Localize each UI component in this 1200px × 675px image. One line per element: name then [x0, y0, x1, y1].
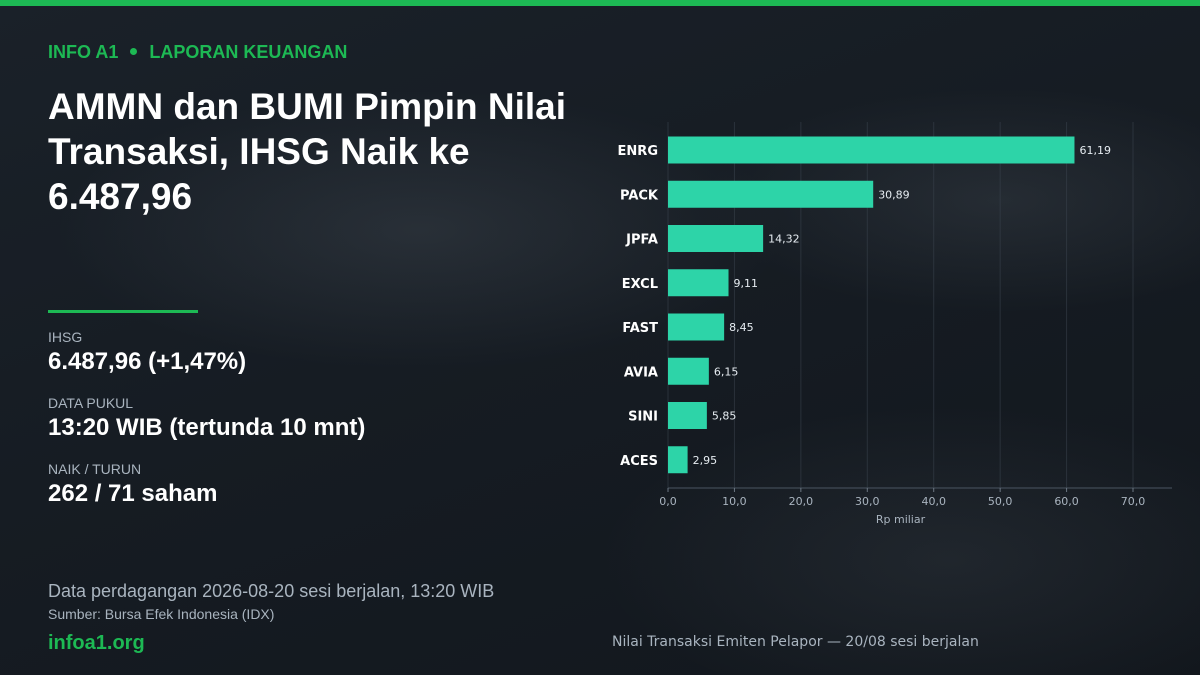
- data-label: 61,19: [1079, 144, 1111, 157]
- time-label: DATA PUKUL: [48, 395, 134, 411]
- bar: [668, 402, 707, 429]
- bar: [668, 269, 729, 297]
- x-tick-label: 20,0: [789, 495, 814, 508]
- site-link[interactable]: infoa1.org: [48, 632, 145, 654]
- ihsg-label: IHSG: [48, 329, 83, 345]
- x-tick-label: 30,0: [855, 495, 880, 508]
- x-axis-title: Rp miliar: [876, 513, 926, 526]
- data-footnote: Data perdagangan 2026-08-20 sesi berjala…: [48, 581, 495, 601]
- bar: [668, 357, 709, 385]
- x-tick-label: 60,0: [1054, 495, 1079, 508]
- x-tick-label: 0,0: [659, 495, 677, 508]
- breadth-label: NAIK / TURUN: [48, 461, 142, 477]
- kicker-brand: INFO A1: [48, 42, 119, 62]
- x-tick-label: 70,0: [1121, 495, 1146, 508]
- ihsg-value: 6.487,96 (+1,47%): [48, 348, 247, 375]
- kicker: INFO A1 LAPORAN KEUANGAN: [48, 42, 347, 63]
- category-label: FAST: [622, 321, 658, 336]
- category-label: ACES: [620, 454, 658, 469]
- headline: AMMN dan BUMI Pimpin Nilai Transaksi, IH…: [48, 86, 566, 217]
- x-tick-label: 40,0: [921, 495, 946, 508]
- bar: [668, 225, 764, 252]
- data-label: 6,15: [714, 365, 739, 378]
- data-label: 5,85: [712, 410, 737, 423]
- category-label: PACK: [620, 188, 659, 203]
- data-label: 9,11: [734, 277, 759, 290]
- bar: [668, 446, 688, 474]
- divider: [48, 310, 198, 313]
- bar-chart: 0,0 10,0 20,0 30,0 40,0 50,0 60,0 70,0 Rp miliar…: [618, 122, 1172, 526]
- chart-caption: Nilai Transaksi Emiten Pelapor — 20/08 s…: [612, 634, 979, 650]
- data-label: 8,45: [729, 321, 754, 334]
- category-label: JPFA: [625, 233, 658, 248]
- category-label: SINI: [628, 410, 658, 425]
- category-label: EXCL: [622, 277, 658, 292]
- x-tick-label: 10,0: [722, 495, 747, 508]
- data-label: 30,89: [878, 188, 910, 201]
- x-tick-label: 50,0: [988, 495, 1013, 508]
- data-label: 2,95: [693, 454, 718, 467]
- data-label: 14,32: [768, 233, 800, 246]
- breadth-value: 262 / 71 saham: [48, 480, 218, 507]
- bullet-icon: [130, 48, 138, 56]
- category-label: ENRG: [618, 144, 658, 159]
- time-value: 13:20 WIB (tertunda 10 mnt): [48, 414, 366, 441]
- source-note: Sumber: Bursa Efek Indonesia (IDX): [48, 606, 275, 622]
- bar: [668, 136, 1075, 164]
- top-accent-bar: [0, 0, 1200, 6]
- bar: [668, 180, 874, 208]
- category-label: AVIA: [624, 365, 658, 380]
- bar: [668, 313, 725, 341]
- kicker-section: LAPORAN KEUANGAN: [149, 42, 348, 62]
